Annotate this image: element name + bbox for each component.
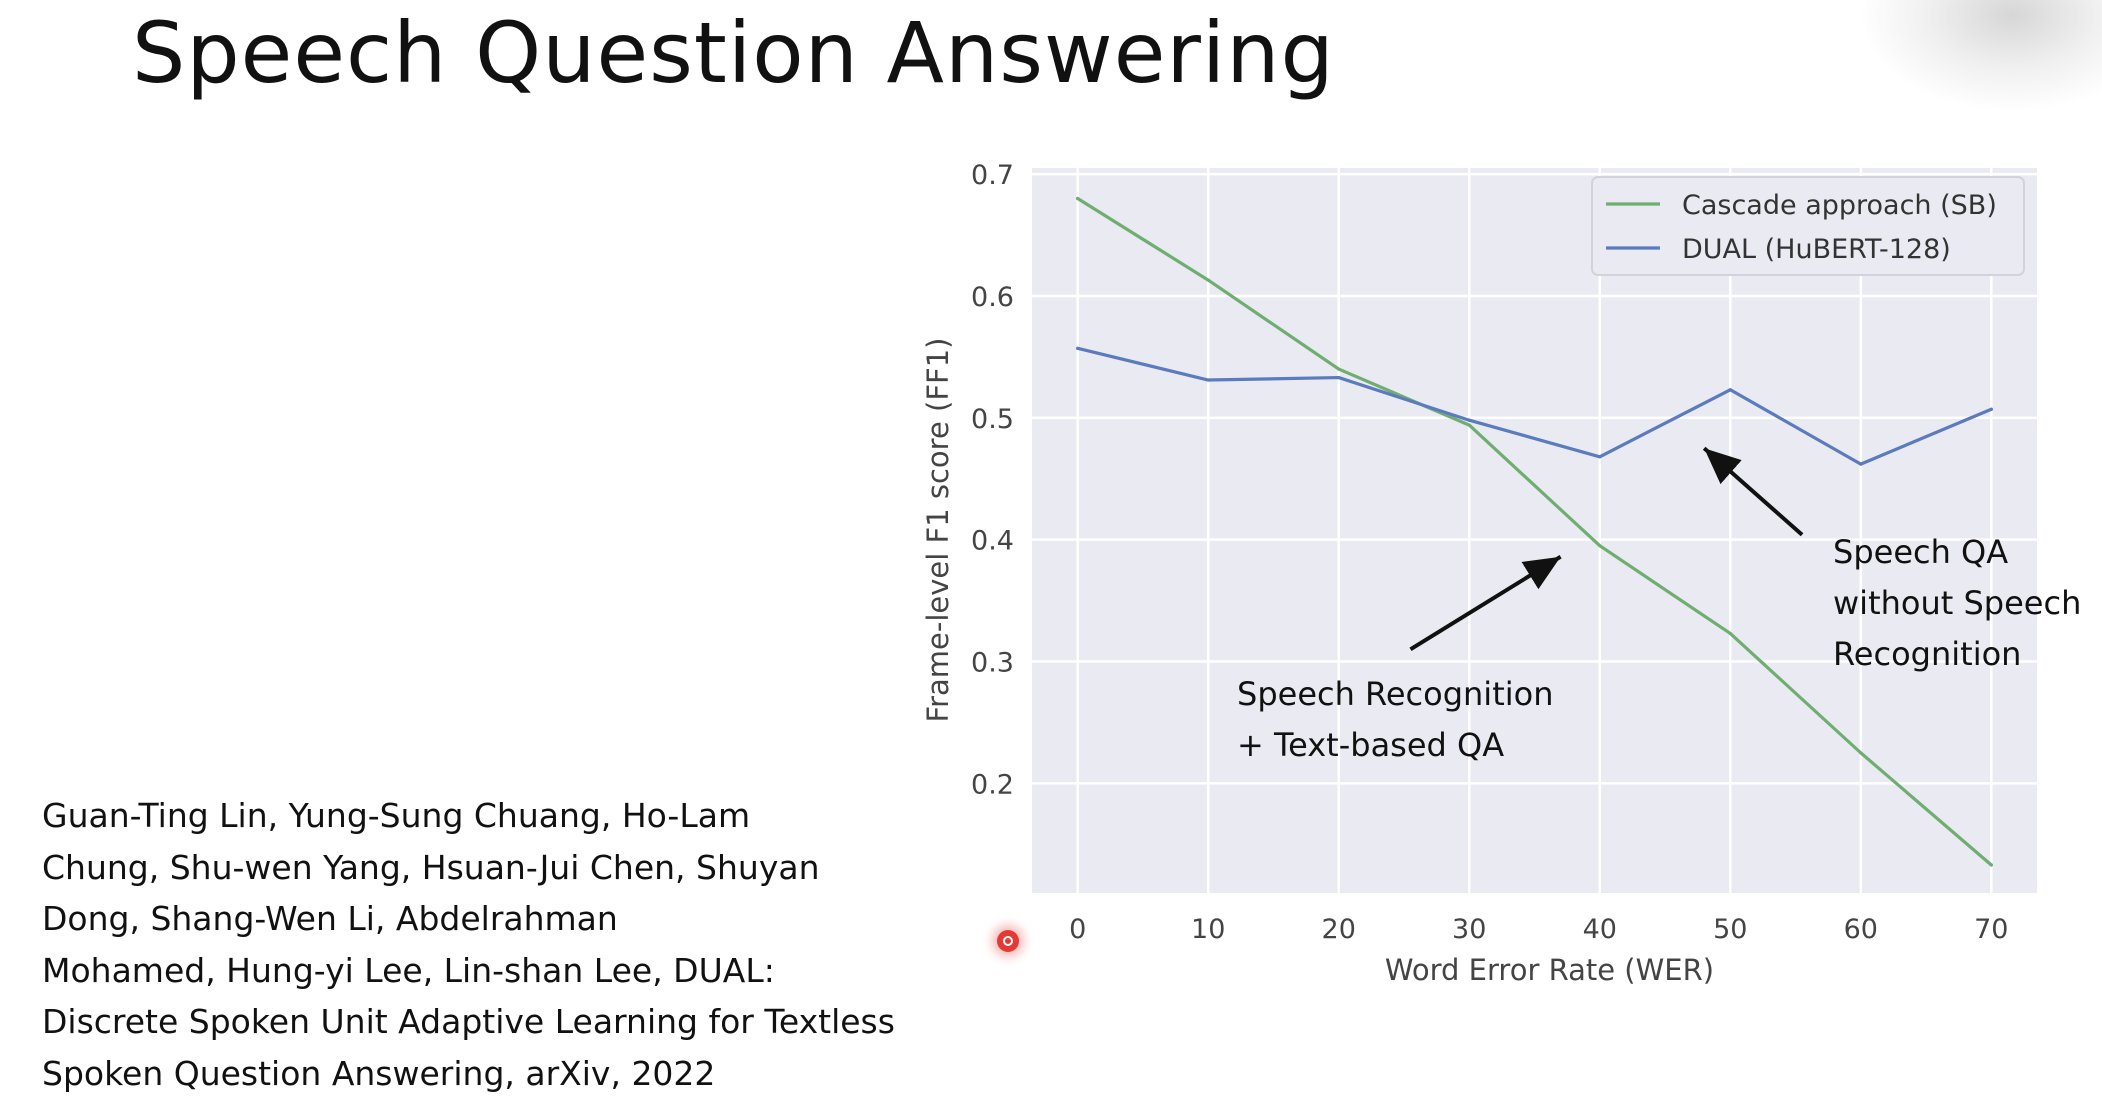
x-tick-label: 10 bbox=[1191, 914, 1225, 945]
x-tick-label: 30 bbox=[1452, 914, 1486, 945]
citation-line: Mohamed, Hung-yi Lee, Lin-shan Lee, DUAL… bbox=[42, 950, 775, 990]
data-point bbox=[1989, 407, 1993, 411]
legend-box bbox=[1591, 176, 2025, 276]
citation-line: Discrete Spoken Unit Adaptive Learning f… bbox=[42, 1002, 895, 1041]
data-point bbox=[1728, 388, 1732, 392]
annotation-text: Recognition bbox=[1833, 635, 2021, 673]
y-tick-label: 0.3 bbox=[971, 647, 1014, 678]
data-point bbox=[1989, 863, 1993, 867]
data-point bbox=[1206, 378, 1210, 382]
data-point bbox=[1728, 631, 1732, 636]
x-tick-label: 40 bbox=[1583, 914, 1617, 945]
x-axis-label: Word Error Rate (WER) bbox=[1385, 953, 1714, 987]
y-tick-label: 0.7 bbox=[971, 160, 1014, 191]
x-axis-ticks: 0 10 20 30 40 50 60 70 bbox=[1069, 914, 2008, 945]
annotation-text: + Text-based QA bbox=[1237, 726, 1504, 764]
y-axis-label: Frame-level F1 score (FF1) bbox=[921, 338, 955, 723]
citation-line: Spoken Question Answering, arXiv, 2022 bbox=[42, 1053, 716, 1093]
series-line-cascade bbox=[1076, 196, 1993, 867]
x-tick-label: 60 bbox=[1844, 914, 1878, 945]
legend-label: Cascade approach (SB) bbox=[1682, 190, 1997, 221]
annotation-arrow bbox=[1409, 554, 1562, 652]
citation-line: Chung, Shu-wen Yang, Hsuan-Jui Chen, Shu… bbox=[42, 847, 820, 887]
legend-label: DUAL (HuBERT-128) bbox=[1682, 234, 1951, 265]
y-tick-label: 0.4 bbox=[971, 526, 1014, 557]
annotations: Speech Recognition + Text-based QA Speech … bbox=[1237, 446, 2081, 764]
data-point bbox=[1467, 423, 1471, 427]
data-series bbox=[1076, 196, 1993, 867]
x-tick-label: 0 bbox=[1069, 914, 1086, 945]
annotation-text: Speech QA bbox=[1833, 533, 2008, 571]
annotation-text: Speech Recognition bbox=[1237, 675, 1553, 713]
data-point bbox=[1859, 751, 1863, 755]
data-point bbox=[1076, 346, 1080, 350]
citation-line: Dong, Shang-Wen Li, Abdelrahman bbox=[42, 899, 618, 938]
annotation-text: without Speech bbox=[1833, 584, 2081, 622]
x-tick-label: 50 bbox=[1713, 914, 1747, 945]
series-line-dual bbox=[1076, 346, 1993, 466]
data-point bbox=[1076, 196, 1080, 201]
y-tick-label: 0.5 bbox=[971, 404, 1014, 435]
citation-line: Guan-Ting Lin, Yung-Sung Chuang, Ho-Lam bbox=[42, 796, 751, 835]
y-tick-label: 0.2 bbox=[971, 769, 1014, 800]
annotation-arrow bbox=[1702, 446, 1804, 537]
data-point bbox=[1337, 375, 1341, 380]
grid-lines bbox=[1032, 168, 2037, 893]
data-point bbox=[1467, 418, 1471, 422]
data-point bbox=[1598, 455, 1602, 459]
data-point bbox=[1206, 278, 1210, 282]
data-point bbox=[1337, 367, 1341, 371]
citation: Guan-Ting Lin, Yung-Sung Chuang, Ho-Lam … bbox=[42, 790, 895, 1099]
legend: Cascade approach (SB) DUAL (HuBERT-128) bbox=[1591, 176, 2025, 276]
x-tick-label: 20 bbox=[1322, 914, 1356, 945]
plot-background bbox=[1032, 168, 2037, 893]
slide-title: Speech Question Answering bbox=[132, 4, 1335, 102]
data-point bbox=[1598, 544, 1602, 548]
y-tick-label: 0.6 bbox=[971, 282, 1014, 313]
data-point bbox=[1859, 462, 1863, 466]
laser-pointer-dot bbox=[997, 930, 1019, 952]
y-axis-ticks: 0.2 0.3 0.4 0.5 0.6 0.7 bbox=[971, 160, 1014, 800]
x-tick-label: 70 bbox=[1974, 914, 2008, 945]
